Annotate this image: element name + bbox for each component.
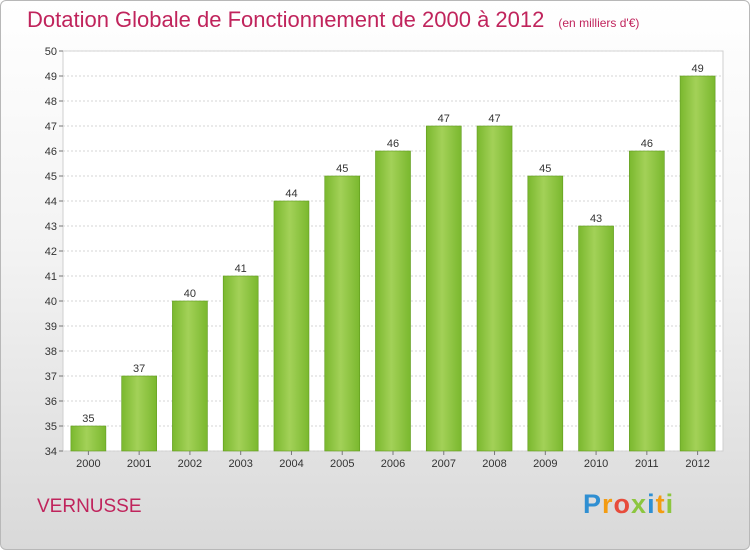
y-tick-label: 38 bbox=[45, 346, 57, 358]
x-tick-label: 2007 bbox=[432, 458, 456, 470]
bar bbox=[222, 275, 259, 452]
chart-title: Dotation Globale de Fonctionnement de 20… bbox=[27, 7, 639, 33]
bar bbox=[425, 125, 462, 452]
bars bbox=[70, 75, 716, 452]
x-tick-label: 2002 bbox=[178, 458, 202, 470]
x-tick-label: 2010 bbox=[584, 458, 608, 470]
bar bbox=[324, 175, 361, 452]
value-label: 35 bbox=[82, 413, 94, 425]
x-tick-label: 2003 bbox=[228, 458, 252, 470]
bar bbox=[273, 200, 310, 452]
logo-letter: t bbox=[655, 489, 666, 519]
logo-letter: o bbox=[613, 489, 632, 519]
x-tick-label: 2005 bbox=[330, 458, 354, 470]
y-tick-label: 39 bbox=[45, 321, 57, 333]
bar bbox=[375, 150, 411, 452]
bar bbox=[476, 125, 513, 452]
y-tick-label: 40 bbox=[45, 296, 57, 308]
x-axis-ticks: 2000 2001 2002 2003 2004 2005 2006 2007 2008 2009… bbox=[76, 451, 710, 470]
y-tick-label: 44 bbox=[45, 196, 57, 208]
logo-letter: P bbox=[583, 489, 603, 519]
value-label: 45 bbox=[539, 163, 551, 175]
x-tick-label: 2012 bbox=[685, 458, 709, 470]
logo-letter: i bbox=[647, 489, 656, 519]
logo-letter: r bbox=[602, 489, 614, 519]
bar bbox=[578, 225, 614, 452]
logo-letter: x bbox=[631, 489, 648, 519]
bar bbox=[527, 175, 564, 452]
x-tick-label: 2011 bbox=[635, 458, 659, 470]
value-label: 44 bbox=[285, 188, 297, 200]
y-tick-label: 47 bbox=[45, 121, 57, 133]
value-label: 45 bbox=[336, 163, 348, 175]
value-label: 47 bbox=[438, 113, 450, 125]
place-name: VERNUSSE bbox=[37, 496, 142, 517]
bar bbox=[172, 300, 208, 452]
x-tick-label: 2009 bbox=[533, 458, 557, 470]
value-label: 43 bbox=[590, 213, 602, 225]
value-label: 41 bbox=[235, 263, 247, 275]
y-tick-label: 50 bbox=[45, 46, 57, 58]
proxiti-logo[interactable]: Proxiti bbox=[583, 489, 674, 520]
y-tick-label: 34 bbox=[45, 446, 57, 458]
value-label: 40 bbox=[184, 288, 196, 300]
y-tick-label: 46 bbox=[45, 146, 57, 158]
value-label: 47 bbox=[488, 113, 500, 125]
chart-subtitle: (en milliers d'€) bbox=[558, 16, 640, 30]
y-tick-label: 36 bbox=[45, 396, 57, 408]
logo-letter: i bbox=[665, 489, 675, 519]
bar bbox=[679, 75, 716, 452]
y-tick-label: 42 bbox=[45, 246, 57, 258]
value-labels: 35 37 40 41 44 45 46 47 47 45 43 46 49 bbox=[82, 63, 703, 425]
y-tick-label: 49 bbox=[45, 71, 57, 83]
bar bbox=[629, 150, 665, 452]
y-tick-label: 45 bbox=[45, 171, 57, 183]
y-tick-label: 35 bbox=[45, 421, 57, 433]
y-tick-label: 41 bbox=[45, 271, 57, 283]
value-label: 46 bbox=[641, 138, 653, 150]
bar bbox=[121, 375, 157, 452]
y-axis-ticks: 34 35 36 37 38 39 40 41 42 43 44 45 46 47 48 49 50 bbox=[45, 46, 63, 458]
x-tick-label: 2006 bbox=[381, 458, 405, 470]
x-tick-label: 2001 bbox=[127, 458, 151, 470]
value-label: 49 bbox=[691, 63, 703, 75]
x-tick-label: 2004 bbox=[279, 458, 303, 470]
value-label: 46 bbox=[387, 138, 399, 150]
y-tick-label: 48 bbox=[45, 96, 57, 108]
value-label: 37 bbox=[133, 363, 145, 375]
x-tick-label: 2008 bbox=[482, 458, 506, 470]
chart-title-text: Dotation Globale de Fonctionnement de 20… bbox=[27, 7, 545, 32]
y-tick-label: 43 bbox=[45, 221, 57, 233]
x-tick-label: 2000 bbox=[76, 458, 100, 470]
y-tick-label: 37 bbox=[45, 371, 57, 383]
bar bbox=[70, 425, 107, 452]
